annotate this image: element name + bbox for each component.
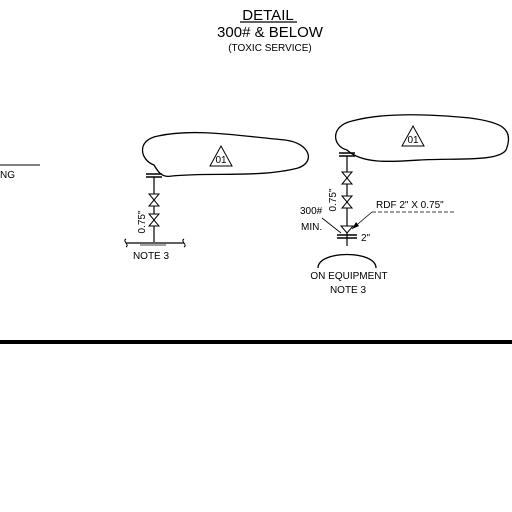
section-divider [0,340,512,344]
rating-leader [321,217,342,234]
valve-lower-bottom-a [147,219,161,227]
left-fragment-label: NG [0,170,15,181]
revision-number-b: 01 [407,135,419,146]
rdf-label: RDF 2" X 0.75" [376,200,444,211]
reducer-symbol-b [339,225,355,234]
valve-upper-top-a [147,193,161,201]
valve-upper-bottom-b [340,177,354,185]
dimension-label-b: 0.75" [328,188,339,211]
rating-label: 300# [300,206,323,217]
valve-upper-top-b [340,171,354,179]
detail-subtitle: 300# & BELOW [217,24,324,41]
cloud-outline-a [141,131,309,178]
equipment-label: ON EQUIPMENT [310,271,387,282]
cloud-outline-b [334,113,510,163]
pipe-size-label: 2" [361,233,371,244]
valve-lower-bottom-b [340,201,354,209]
dimension-label-a: 0.75" [137,210,148,233]
valve-lower-top-b [340,195,354,203]
detail-title: DETAIL [242,7,293,24]
equipment-dome [317,253,377,269]
detail-a: 01 0.75" NOTE 3 [124,131,309,262]
note-label-a: NOTE 3 [133,251,170,262]
break-mark-right-a [182,238,186,248]
revision-triangle-b [401,124,425,147]
detail-b: 01 0.75" 300# MIN. RDF 2" X 0.75" 2" ON … [300,113,510,296]
revision-triangle-a [209,144,233,167]
service-label: (TOXIC SERVICE) [228,43,312,54]
revision-number-a: 01 [215,155,227,166]
note-label-b: NOTE 3 [330,285,367,296]
break-mark-left-a [124,238,128,248]
rdf-arrowhead [352,222,359,229]
rating-min-label: MIN. [301,222,322,233]
valve-upper-bottom-a [147,199,161,207]
valve-lower-top-a [147,213,161,221]
